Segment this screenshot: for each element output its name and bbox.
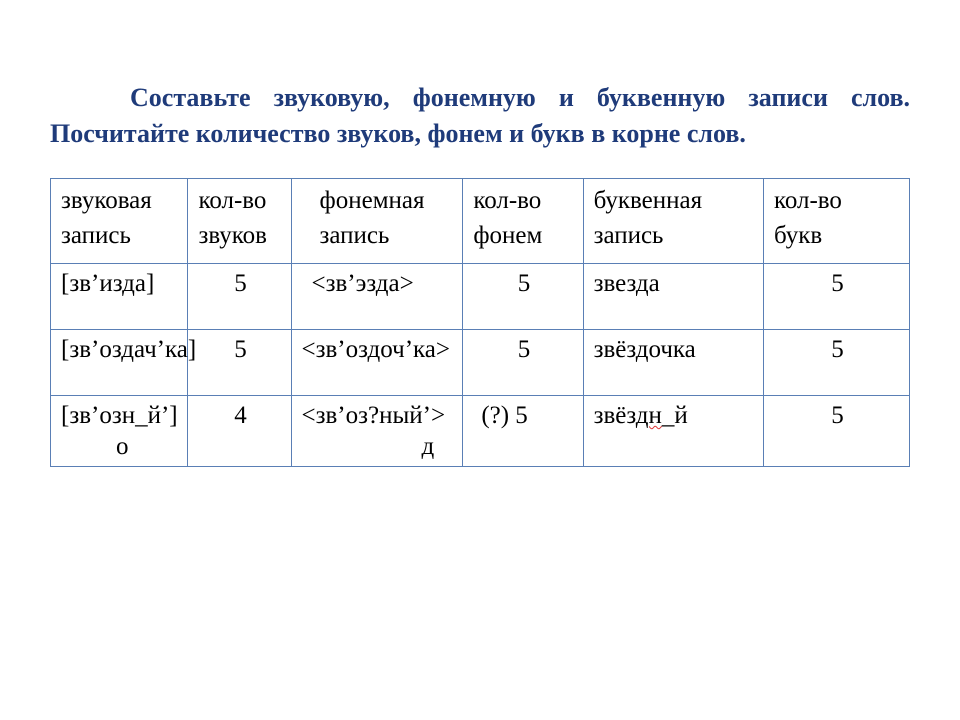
hdr-c6b: букв bbox=[774, 222, 822, 249]
header-letter-transcription: буквенная запись bbox=[583, 178, 763, 263]
header-sound-transcription: звуковая запись bbox=[51, 178, 188, 263]
r3-sound-main: [зв’озн_й’] bbox=[61, 402, 178, 429]
header-letter-count: кол-во букв bbox=[763, 178, 909, 263]
r1-letter: звезда bbox=[583, 263, 763, 329]
r3-letter-c: _й bbox=[662, 402, 688, 429]
hdr-c4a: кол-во bbox=[473, 187, 541, 214]
r1-sound: [зв’изда] bbox=[51, 263, 188, 329]
r3-letter: звёздн_й bbox=[583, 395, 763, 466]
page: Составьте звуковую, фонемную и буквенную… bbox=[0, 0, 960, 720]
r3-phoneme-hang: д bbox=[302, 429, 455, 464]
r2-nphon: 5 bbox=[463, 329, 583, 395]
hdr-c3b: запись bbox=[320, 222, 390, 249]
table-row: [зв’оздач’ка] 5 <зв’оздоч’ка> 5 звёздочк… bbox=[51, 329, 910, 395]
r3-letter-a: звёз bbox=[594, 402, 636, 429]
r1-phoneme: <зв’эзда> bbox=[291, 263, 463, 329]
hdr-c1b: запись bbox=[61, 222, 131, 249]
header-phoneme-count: кол-во фонем bbox=[463, 178, 583, 263]
r1-nsound: 5 bbox=[188, 263, 291, 329]
table-row: [зв’изда] 5 <зв’эзда> 5 звезда 5 bbox=[51, 263, 910, 329]
r2-sound: [зв’оздач’ка] bbox=[51, 329, 188, 395]
hdr-c2b: звуков bbox=[198, 222, 267, 249]
r1-nlet: 5 bbox=[763, 263, 909, 329]
r3-phoneme: <зв’оз?ный’> д bbox=[291, 395, 463, 466]
r1-nphon: 5 bbox=[463, 263, 583, 329]
header-sound-count: кол-во звуков bbox=[188, 178, 291, 263]
hdr-c2a: кол-во bbox=[198, 187, 266, 214]
r3-nphon: (?) 5 bbox=[463, 395, 583, 466]
r3-nsound: 4 bbox=[188, 395, 291, 466]
r3-letter-b: дн bbox=[636, 402, 662, 429]
r2-letter: звёздочка bbox=[583, 329, 763, 395]
hdr-c1a: звуковая bbox=[61, 187, 152, 214]
r3-sound: [зв’озн_й’] о bbox=[51, 395, 188, 466]
r2-nsound: 5 bbox=[188, 329, 291, 395]
r2-phoneme: <зв’оздоч’ка> bbox=[291, 329, 463, 395]
r3-nlet: 5 bbox=[763, 395, 909, 466]
table-row: [зв’озн_й’] о 4 <зв’оз?ный’> д (?) 5 звё… bbox=[51, 395, 910, 466]
hdr-c3a: фонемная bbox=[320, 187, 425, 214]
header-phoneme-transcription: фонемная запись bbox=[291, 178, 463, 263]
instruction-text: Составьте звуковую, фонемную и буквенную… bbox=[50, 80, 910, 153]
hdr-c6a: кол-во bbox=[774, 187, 842, 214]
r2-nlet: 5 bbox=[763, 329, 909, 395]
phonetics-table: звуковая запись кол-во звуков фонемная з… bbox=[50, 178, 910, 467]
hdr-c5b: запись bbox=[594, 222, 664, 249]
hdr-c5a: буквенная bbox=[594, 187, 703, 214]
r3-phoneme-main: <зв’оз?ный’> bbox=[302, 402, 446, 429]
r3-sound-hang: о bbox=[61, 429, 179, 464]
hdr-c4b: фонем bbox=[473, 222, 542, 249]
table-header-row: звуковая запись кол-во звуков фонемная з… bbox=[51, 178, 910, 263]
